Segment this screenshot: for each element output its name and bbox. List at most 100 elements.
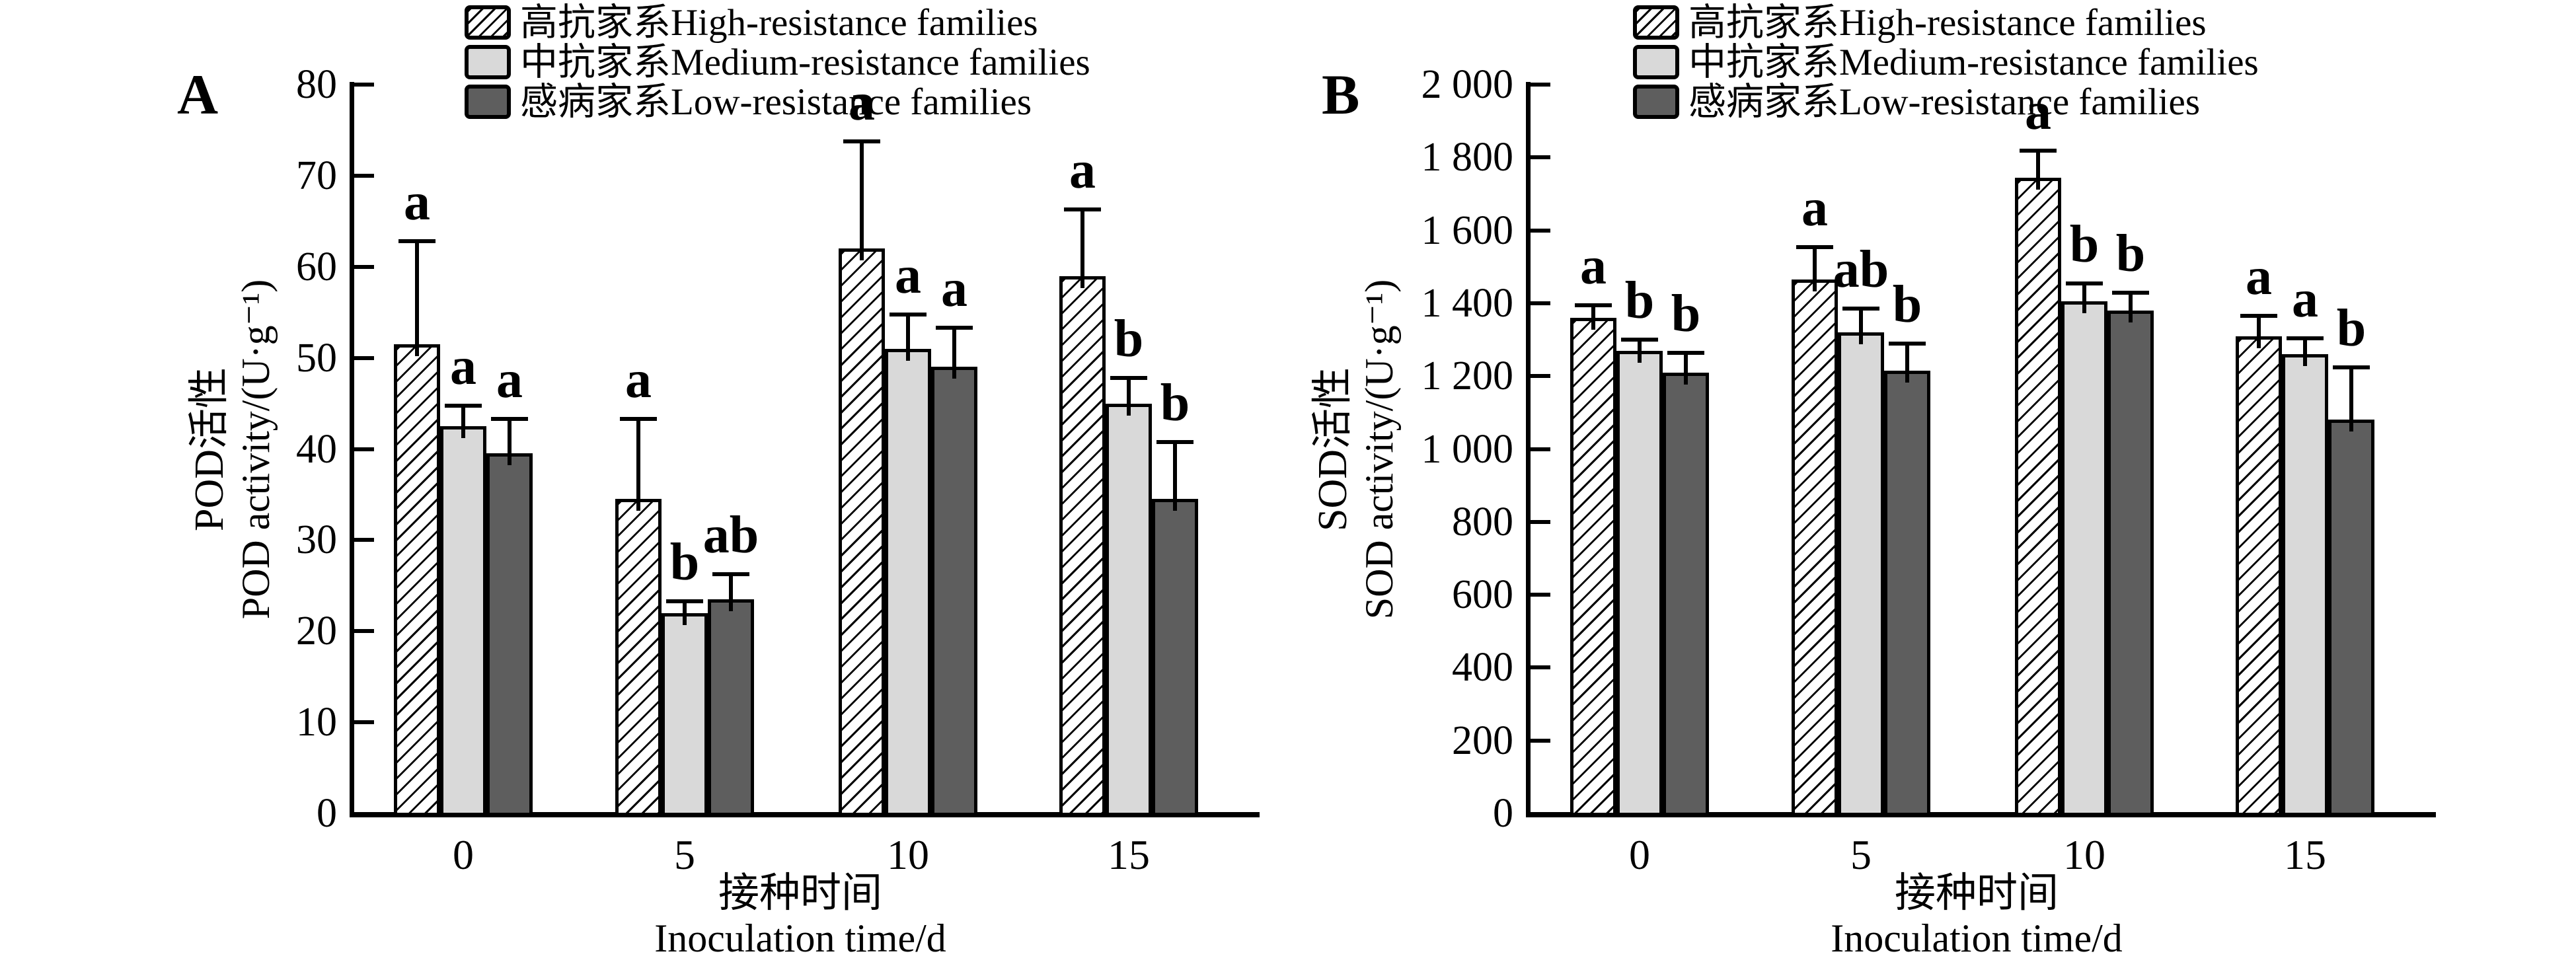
bar-low-t10	[2107, 310, 2154, 816]
bar-low-t15	[1152, 499, 1198, 816]
error-bar-cap	[1064, 207, 1101, 212]
legend: 高抗家系High-resistance families 中抗家系Medium-r…	[465, 3, 1090, 122]
error-bar-cap	[1156, 439, 1193, 444]
bar-hatched-t10	[839, 248, 885, 816]
y-tick	[1531, 593, 1550, 597]
y-tick	[1531, 665, 1550, 670]
error-bar	[683, 599, 687, 625]
error-bar-cap	[936, 326, 973, 330]
y-tick	[1531, 447, 1550, 451]
y-tick	[354, 355, 374, 360]
bar-hatched-t15	[2236, 336, 2282, 816]
bar-hatched-t0	[1570, 317, 1616, 816]
significance-letter: ab	[702, 505, 759, 564]
y-tick-label: 30	[296, 517, 337, 563]
y-tick	[1531, 228, 1550, 233]
y-axis-title-cn: POD活性	[187, 367, 232, 532]
x-tick-label: 5	[1850, 831, 1872, 878]
y-tick-label: 20	[296, 609, 337, 654]
y-tick-label: 2 000	[1421, 62, 1514, 107]
y-tick	[1531, 155, 1550, 160]
bar-medium-t0	[440, 426, 486, 816]
y-tick-label: 1 600	[1421, 207, 1514, 253]
legend-label: 中抗家系Medium-resistance families	[1688, 41, 2259, 83]
error-bar-cap	[2112, 290, 2149, 295]
bar-hatched-t0	[394, 344, 440, 816]
error-bar-cap	[2333, 365, 2370, 369]
y-tick-label: 50	[296, 335, 337, 381]
y-tick-label: 400	[1452, 645, 1513, 690]
significance-letter: ab	[1833, 241, 1889, 299]
error-bar-cap	[2066, 281, 2103, 285]
bar-low-t10	[931, 367, 977, 816]
x-tick-label: 10	[887, 831, 929, 878]
x-tick-label: 15	[1108, 831, 1150, 878]
error-bar	[729, 572, 733, 611]
legend-item-hatched: 高抗家系High-resistance families	[465, 3, 1090, 42]
x-axis-title: 接种时间 Inoculation time/d	[654, 871, 946, 961]
x-tick-label: 10	[2063, 831, 2105, 878]
y-tick	[354, 720, 374, 725]
bar-low-t5	[1884, 370, 1930, 816]
x-axis	[350, 812, 1260, 817]
y-tick-label: 1 400	[1421, 280, 1514, 326]
error-bar	[508, 417, 511, 466]
error-bar	[2303, 336, 2307, 367]
significance-letter: a	[849, 73, 875, 131]
y-tick-label: 10	[296, 700, 337, 745]
error-bar-cap	[1621, 338, 1658, 342]
bar-medium-t10	[2061, 301, 2107, 816]
y-tick-label: 200	[1452, 718, 1513, 763]
y-axis	[350, 82, 354, 817]
y-tick	[354, 447, 374, 451]
significance-letter: a	[625, 351, 652, 410]
bar-medium-t10	[885, 348, 931, 816]
y-tick-label: 0	[1493, 791, 1513, 836]
y-axis-title-en: SOD activity/(U·g⁻¹)	[1357, 279, 1401, 620]
error-bar-cap	[1110, 376, 1147, 381]
x-axis-title-cn: 接种时间	[1894, 871, 2059, 916]
y-tick	[354, 83, 374, 87]
y-tick	[354, 629, 374, 634]
error-bar	[1684, 350, 1688, 385]
y-tick-label: 40	[296, 426, 337, 472]
bar-medium-t5	[662, 613, 708, 816]
significance-letter: a	[1801, 178, 1828, 237]
y-tick-label: 0	[317, 791, 337, 836]
error-bar-cap	[843, 139, 880, 143]
error-bar-cap	[2020, 148, 2057, 153]
bar-hatched-t10	[2015, 177, 2061, 816]
y-axis-title: SOD活性 SOD activity/(U·g⁻¹)	[1310, 279, 1402, 620]
medium-swatch-icon	[1633, 45, 1679, 79]
bar-medium-t15	[1106, 403, 1152, 816]
x-tick-label: 0	[453, 831, 474, 878]
y-axis-title: POD活性 POD activity/(U·g⁻¹)	[186, 279, 279, 620]
significance-letter: a	[1580, 237, 1607, 295]
y-tick	[1531, 738, 1550, 743]
legend-label: 高抗家系High-resistance families	[520, 1, 1038, 44]
bar-hatched-t5	[615, 499, 662, 816]
panel-label: A	[177, 63, 219, 126]
x-tick-label: 15	[2284, 831, 2326, 878]
significance-letter: a	[450, 337, 476, 396]
error-bar	[1591, 303, 1595, 330]
bar-low-t15	[2328, 420, 2374, 816]
error-bar	[2257, 314, 2261, 348]
significance-letter: a	[2246, 248, 2272, 307]
y-axis	[1526, 82, 1531, 817]
significance-letter: b	[1114, 310, 1144, 369]
significance-letter: b	[1671, 284, 1701, 343]
significance-letter: a	[2292, 270, 2318, 328]
significance-letter: b	[1624, 272, 1655, 330]
error-bar	[415, 239, 419, 356]
significance-letter: a	[2025, 82, 2051, 141]
error-bar-cap	[890, 312, 927, 316]
y-tick-label: 80	[296, 62, 337, 107]
error-bar	[906, 312, 910, 361]
y-tick-label: 1 800	[1421, 135, 1514, 180]
legend: 高抗家系High-resistance families 中抗家系Medium-r…	[1633, 3, 2259, 122]
x-axis-title-en: Inoculation time/d	[654, 916, 946, 960]
y-tick-label: 800	[1452, 499, 1513, 544]
significance-letter: a	[941, 260, 967, 318]
